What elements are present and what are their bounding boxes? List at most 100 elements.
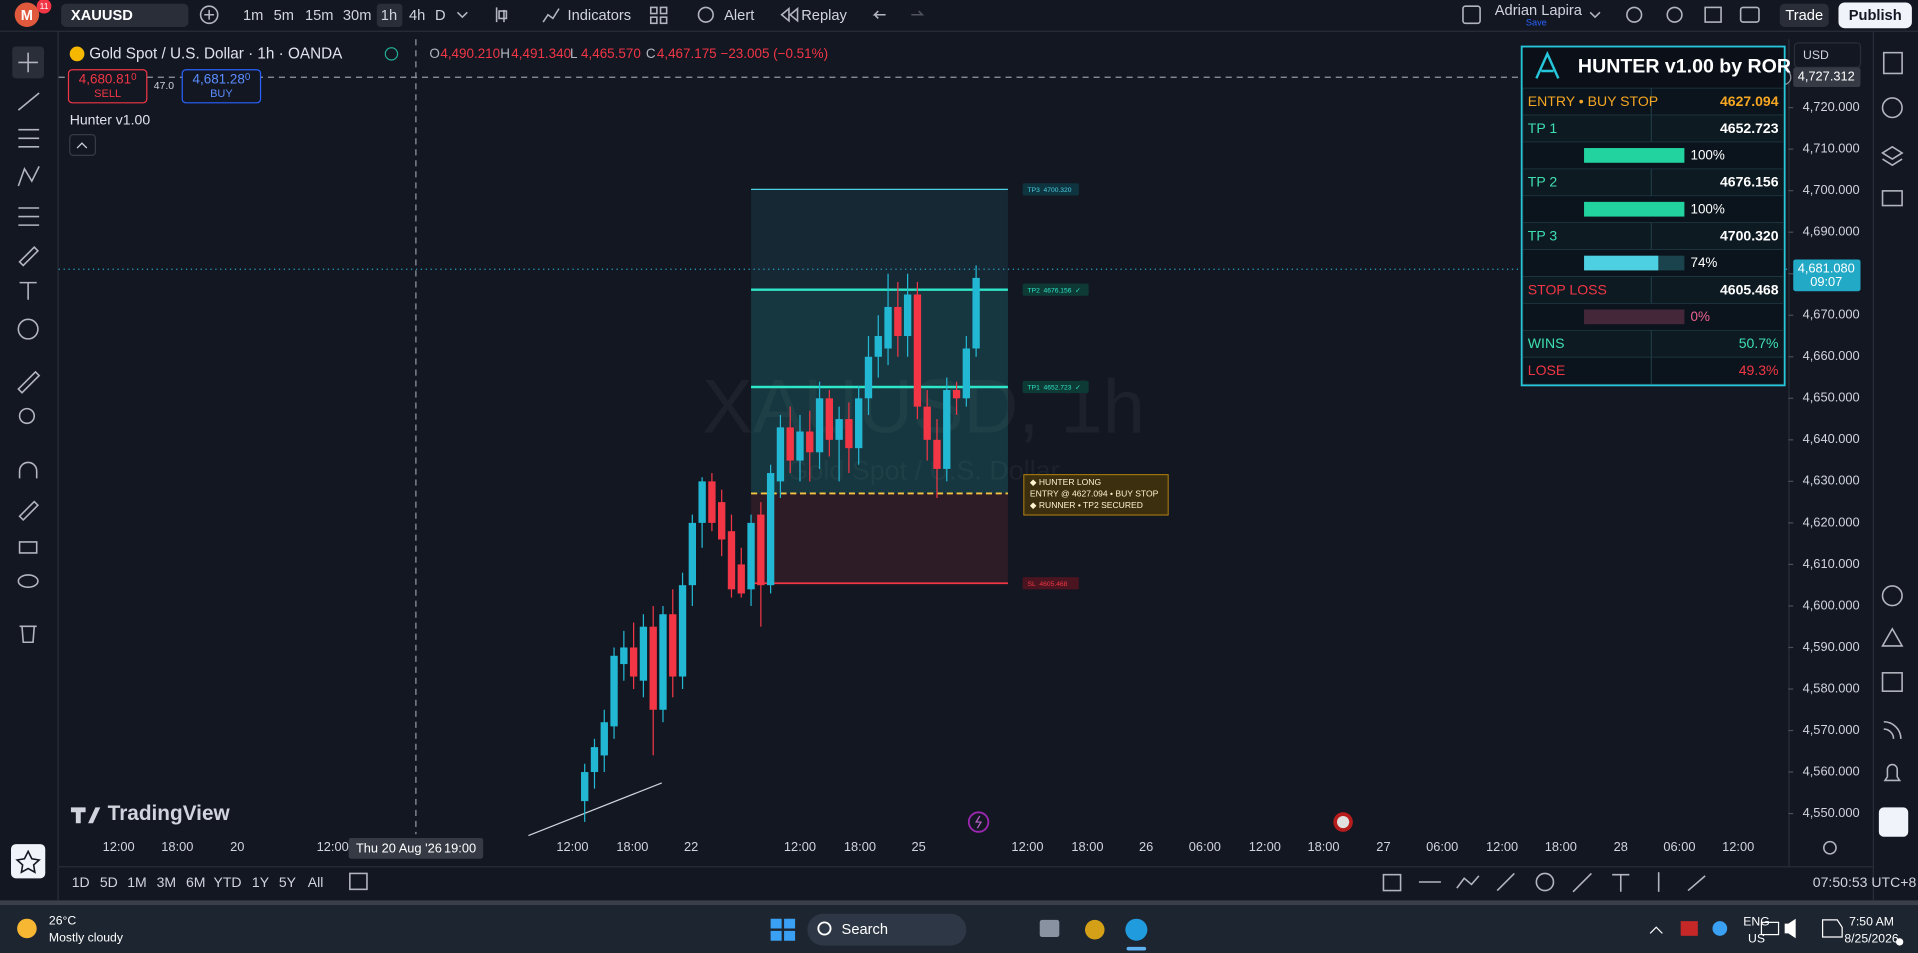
rect-tool[interactable] — [1382, 873, 1402, 892]
layout-icon[interactable] — [1462, 5, 1481, 25]
brush-tool[interactable] — [1687, 875, 1706, 892]
pattern-tool[interactable] — [17, 166, 40, 187]
interval-button[interactable]: 1m — [243, 8, 263, 24]
watchlist-icon[interactable] — [1882, 51, 1903, 75]
line-tool[interactable] — [17, 92, 40, 111]
ray-tool[interactable] — [1572, 872, 1592, 893]
start-button[interactable] — [770, 918, 796, 941]
candle-body — [718, 502, 726, 540]
range-button[interactable]: 1Y — [252, 874, 270, 890]
trend-line — [528, 782, 662, 837]
range-button[interactable]: 6M — [186, 874, 206, 890]
avatar[interactable] — [14, 2, 40, 27]
interval-button[interactable]: 5m — [274, 8, 294, 24]
interval-button[interactable]: 1h — [381, 8, 397, 24]
collapse-button[interactable] — [69, 133, 97, 157]
interval-button[interactable]: 15m — [305, 8, 334, 24]
tray-arrow[interactable] — [1649, 926, 1663, 934]
candle-body — [923, 406, 931, 440]
edge-app[interactable] — [1125, 918, 1148, 941]
brush-tool[interactable] — [18, 246, 40, 267]
undo[interactable] — [872, 10, 886, 19]
range-button[interactable]: All — [308, 874, 324, 890]
calendar-icon[interactable] — [1881, 672, 1903, 692]
circle-tool[interactable] — [1535, 872, 1555, 892]
notification-dot[interactable] — [1895, 938, 1904, 946]
interval-button[interactable]: 30m — [343, 8, 372, 24]
settings-icon[interactable] — [1666, 6, 1683, 23]
crosshair-tool[interactable] — [18, 52, 38, 73]
redo[interactable] — [911, 10, 925, 16]
tray-icon[interactable] — [1712, 921, 1728, 936]
tray-icon[interactable] — [1680, 921, 1698, 936]
battery-icon[interactable] — [1821, 919, 1843, 938]
task-view[interactable] — [1039, 919, 1060, 938]
text-tool[interactable] — [19, 281, 37, 300]
zoom-tool[interactable] — [18, 407, 36, 425]
user-name[interactable]: Adrian Lapira — [1495, 3, 1583, 19]
range-button[interactable]: 3M — [157, 874, 177, 890]
wifi-icon[interactable] — [1760, 921, 1780, 936]
idea-icon[interactable] — [1881, 627, 1904, 647]
search-label[interactable]: Search — [842, 922, 888, 938]
alerts-icon[interactable] — [1881, 97, 1903, 119]
range-button[interactable]: YTD — [213, 874, 241, 890]
favorites-button[interactable] — [11, 844, 46, 879]
range-button[interactable]: 5Y — [279, 874, 297, 890]
fullscreen-icon[interactable] — [1704, 6, 1722, 23]
buy-button[interactable] — [181, 69, 262, 104]
eye-tool[interactable] — [17, 574, 39, 588]
search-icon[interactable] — [1626, 6, 1643, 23]
apps-button[interactable] — [1878, 807, 1909, 837]
user-dropdown[interactable] — [1589, 11, 1601, 19]
path-tool[interactable] — [1456, 875, 1480, 889]
chart-type[interactable] — [495, 7, 508, 23]
level-tag — [1022, 283, 1089, 296]
range-button[interactable]: 5D — [100, 874, 118, 890]
goto-date[interactable] — [349, 872, 368, 891]
emoji-tool[interactable] — [17, 318, 39, 340]
toolbar-button[interactable]: Alert — [724, 8, 754, 24]
search-box[interactable] — [807, 913, 967, 946]
interval-button[interactable]: 4h — [409, 8, 425, 24]
toolbar-button[interactable]: Indicators — [568, 8, 632, 24]
range-button[interactable]: 1M — [127, 874, 147, 890]
trade-button[interactable] — [1779, 3, 1829, 27]
panel-row — [1522, 276, 1784, 304]
toolbar-button[interactable]: Replay — [801, 8, 847, 24]
trash-tool[interactable] — [19, 625, 37, 644]
interval-button[interactable]: D — [435, 8, 446, 24]
range-button[interactable]: 1D — [72, 874, 90, 890]
symbol-search[interactable] — [61, 3, 189, 27]
bell-icon[interactable] — [1883, 763, 1902, 782]
target-icon[interactable] — [1881, 585, 1903, 607]
volume-icon[interactable] — [1784, 918, 1796, 939]
candle-body — [815, 398, 824, 453]
feed-icon[interactable] — [1883, 720, 1902, 739]
forecast-tool[interactable] — [18, 207, 40, 226]
text-tool[interactable] — [1612, 873, 1630, 892]
chat-icon[interactable] — [1881, 190, 1903, 207]
brush-tool[interactable] — [1496, 872, 1515, 892]
event-icon[interactable] — [967, 811, 990, 833]
interval-dropdown[interactable] — [456, 11, 468, 19]
magnet-tool[interactable] — [18, 461, 38, 479]
x-tick-label: 12:00 — [103, 839, 135, 854]
panel-row — [1522, 87, 1784, 116]
layers-icon[interactable] — [1881, 145, 1904, 167]
templates-icon[interactable] — [649, 6, 658, 15]
screenshot-icon[interactable] — [1739, 6, 1760, 23]
x-tick-label: 06:00 — [1189, 839, 1221, 854]
fib-tool[interactable] — [18, 128, 40, 148]
lock-draw-tool[interactable] — [18, 500, 40, 522]
axis-settings[interactable] — [1823, 840, 1837, 855]
currency-box[interactable] — [1793, 42, 1862, 68]
taskbar-app[interactable] — [1084, 919, 1105, 940]
y-tick-label: 4,650.000 — [1803, 390, 1860, 405]
sell-button[interactable] — [67, 69, 148, 104]
publish-button[interactable] — [1838, 2, 1912, 29]
add-symbol[interactable] — [199, 5, 219, 25]
level-name: TP3 — [1028, 187, 1041, 194]
lock-tool[interactable] — [18, 541, 38, 554]
ruler-tool[interactable] — [17, 370, 41, 394]
